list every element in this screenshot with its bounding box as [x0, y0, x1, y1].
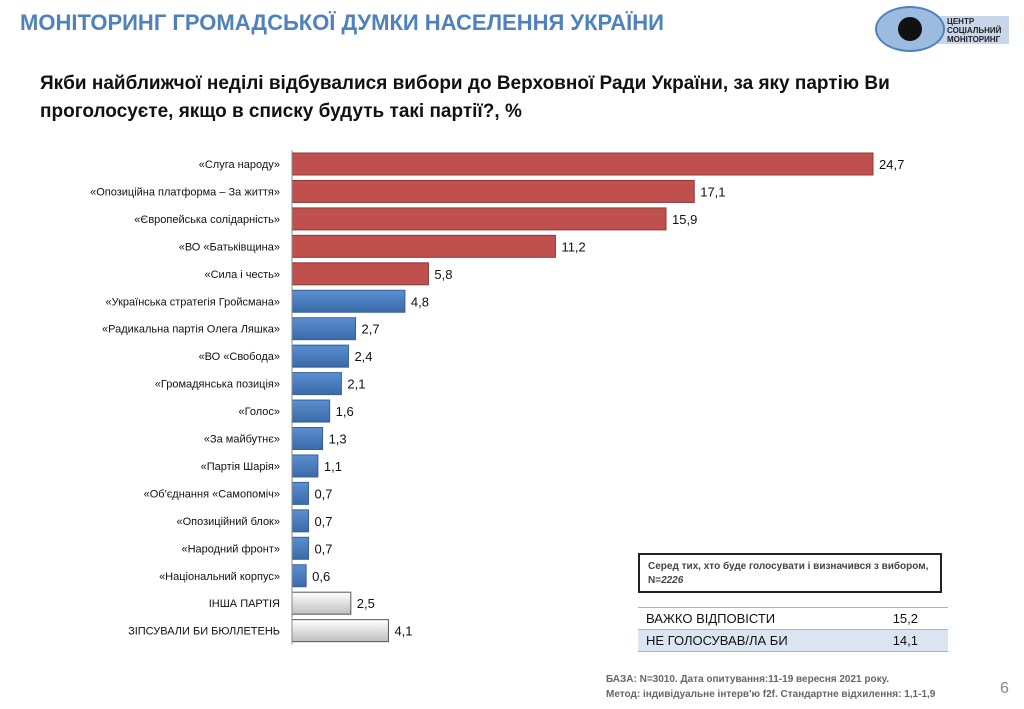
category-label: ЗІПСУВАЛИ БИ БЮЛЛЕТЕНЬ	[128, 626, 280, 638]
value-label: 4,8	[411, 294, 429, 309]
value-label: 1,1	[324, 459, 342, 474]
value-label: 0,7	[314, 486, 332, 501]
bar	[291, 536, 309, 560]
category-label: «ВО «Свобода»	[199, 351, 280, 363]
bar	[291, 317, 357, 341]
bar	[291, 152, 874, 176]
category-label: «Опозиційна платформа – За життя»	[90, 186, 280, 198]
table-row: ВАЖКО ВІДПОВІСТИ 15,2	[638, 607, 948, 629]
bar	[291, 591, 352, 615]
note-box: Серед тих, хто буде голосувати і визначи…	[638, 553, 942, 593]
page-title: МОНІТОРИНГ ГРОМАДСЬКОЇ ДУМКИ НАСЕЛЕННЯ У…	[20, 10, 664, 35]
bar	[291, 344, 349, 368]
bar	[291, 564, 307, 588]
value-label: 5,8	[434, 267, 452, 282]
bar	[291, 262, 429, 286]
value-label: 24,7	[879, 157, 904, 172]
value-label: 2,1	[347, 377, 365, 392]
table-row: НЕ ГОЛОСУВАВ/ЛА БИ 14,1	[638, 629, 948, 652]
footer: БАЗА: N=3010. Дата опитування:11-19 вере…	[606, 674, 936, 700]
value-label: 11,2	[561, 239, 585, 254]
category-label: «Громадянська позиція»	[155, 379, 280, 391]
category-label: «Українська стратегія Гройсмана»	[106, 296, 281, 308]
value-label: 1,6	[336, 404, 354, 419]
category-label: «Слуга народу»	[199, 159, 280, 171]
logo: ЦЕНТР СОЦІАЛЬНИЙ МОНІТОРИНГ	[875, 6, 1011, 52]
category-label: «Народний фронт»	[181, 543, 280, 555]
category-label: ІНША ПАРТІЯ	[209, 598, 280, 610]
category-label: «Європейська солідарність»	[134, 214, 280, 226]
bar	[291, 179, 695, 203]
category-label: «Партія Шарія»	[201, 461, 280, 473]
category-label: «За майбутнє»	[204, 434, 280, 446]
value-label: 17,1	[700, 184, 725, 199]
summary-table: ВАЖКО ВІДПОВІСТИ 15,2 НЕ ГОЛОСУВАВ/ЛА БИ 1…	[638, 607, 948, 652]
bar	[291, 427, 324, 450]
bar	[291, 234, 556, 258]
page-number: 6	[1000, 680, 1009, 697]
bar	[291, 289, 406, 313]
category-label: «Опозиційний блок»	[176, 516, 280, 528]
category-label: «Національний корпус»	[159, 571, 280, 583]
value-label: 0,7	[314, 514, 332, 529]
category-label: «Сила і честь»	[204, 269, 280, 281]
bar	[291, 372, 342, 396]
value-label: 2,5	[357, 596, 375, 611]
value-label: 0,6	[312, 569, 330, 584]
people-icon	[898, 17, 922, 41]
value-label: 1,3	[329, 432, 347, 447]
chart-title: Якби найближчої неділі відбувалися вибор…	[40, 73, 890, 122]
bar	[291, 509, 309, 533]
value-label: 0,7	[314, 541, 332, 556]
value-label: 2,7	[362, 322, 380, 337]
value-label: 2,4	[354, 349, 372, 364]
category-label: «Голос»	[239, 406, 281, 418]
bar	[291, 207, 667, 231]
value-label: 4,1	[394, 624, 412, 639]
category-label: «Радикальна партія Олега Ляшка»	[102, 324, 280, 336]
bar	[291, 619, 389, 643]
bar	[291, 481, 309, 505]
bar	[291, 399, 331, 423]
value-label: 15,9	[672, 212, 697, 227]
category-label: «ВО «Батьківщина»	[179, 241, 280, 253]
category-label: «Об'єднання «Самопоміч»	[144, 488, 280, 500]
bar	[291, 454, 319, 478]
